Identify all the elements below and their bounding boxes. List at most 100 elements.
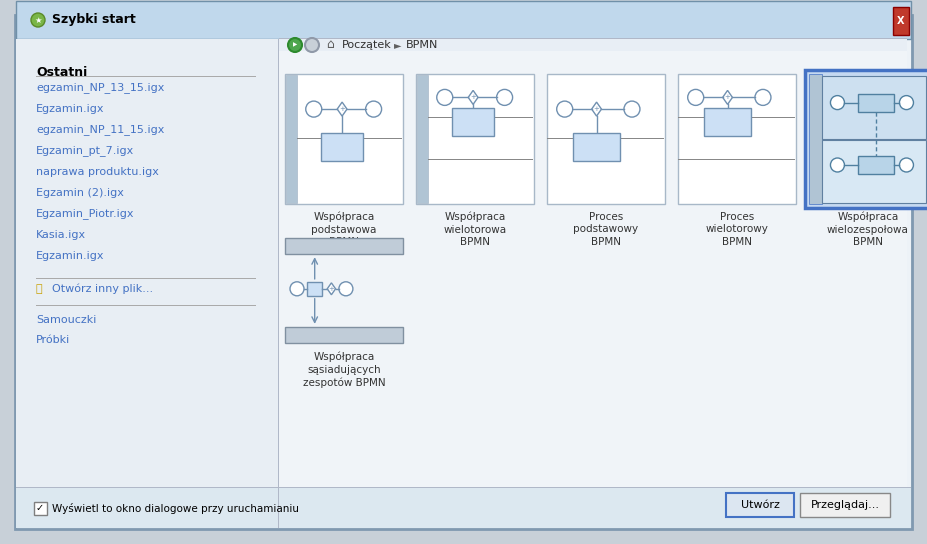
Text: Proces
podstawowy
BPMN: Proces podstawowy BPMN (574, 212, 639, 247)
Text: Egzamin.igx: Egzamin.igx (36, 104, 105, 114)
Text: ▶: ▶ (293, 42, 298, 47)
Bar (307, 282, 323, 296)
Text: Współpraca
sąsiadujących
zespotów BPMN: Współpraca sąsiadujących zespotów BPMN (303, 352, 386, 388)
Bar (416, 74, 534, 204)
Circle shape (899, 96, 913, 109)
Circle shape (755, 89, 771, 106)
Text: Egzamin (2).igx: Egzamin (2).igx (36, 188, 124, 198)
Bar (704, 108, 751, 137)
Circle shape (831, 96, 844, 109)
Bar (279, 38, 907, 39)
Circle shape (339, 282, 353, 296)
Text: +: + (725, 95, 730, 101)
Bar (36, 278, 256, 279)
Polygon shape (337, 102, 347, 116)
Bar (297, 138, 402, 139)
Bar (16, 39, 911, 528)
Bar (36, 305, 256, 306)
Bar (279, 51, 907, 487)
Text: Egzamin_pt_7.igx: Egzamin_pt_7.igx (36, 146, 134, 157)
Text: Ostatni: Ostatni (36, 65, 87, 78)
Text: Próbki: Próbki (36, 335, 70, 345)
Text: Szybki start: Szybki start (52, 14, 135, 27)
Bar (417, 75, 428, 203)
Text: Otwórz inny plik...: Otwórz inny plik... (52, 284, 153, 294)
Bar (893, 7, 909, 35)
Bar (452, 108, 494, 137)
Circle shape (497, 89, 513, 106)
Bar (285, 74, 403, 204)
Circle shape (305, 38, 319, 52)
Bar (286, 75, 297, 203)
Circle shape (437, 89, 452, 106)
Bar (36, 76, 256, 77)
Bar (547, 138, 664, 139)
Bar (278, 39, 279, 528)
Bar (16, 488, 911, 528)
Bar (547, 74, 665, 204)
Text: +: + (470, 95, 476, 101)
Text: X: X (897, 16, 905, 26)
Text: 📂: 📂 (36, 284, 43, 294)
Bar (16, 39, 278, 528)
Bar (678, 159, 795, 160)
Text: Przeglądaj...: Przeglądaj... (810, 500, 880, 510)
Bar (858, 94, 895, 112)
Circle shape (831, 158, 844, 172)
Bar (678, 74, 796, 204)
Bar (805, 70, 927, 208)
Text: Kasia.igx: Kasia.igx (36, 230, 86, 240)
Polygon shape (591, 102, 602, 116)
Bar (678, 116, 795, 118)
Text: +: + (328, 286, 335, 292)
Polygon shape (723, 90, 732, 104)
Text: Współpraca
wielozespołowa
BPMN: Współpraca wielozespołowa BPMN (827, 212, 909, 248)
Text: Samouczki: Samouczki (36, 315, 96, 325)
Circle shape (624, 101, 640, 117)
Circle shape (288, 38, 302, 52)
Bar (34, 502, 47, 515)
Circle shape (688, 89, 704, 106)
Bar (573, 133, 620, 161)
Bar (726, 493, 794, 517)
Bar (428, 159, 533, 160)
Bar (858, 156, 895, 174)
Text: +: + (593, 106, 600, 112)
Text: Proces
wielotorowy
BPMN: Proces wielotorowy BPMN (705, 212, 768, 247)
Bar (16, 487, 911, 488)
Text: Utwórz: Utwórz (741, 500, 780, 510)
Bar (822, 76, 926, 139)
Bar (809, 74, 822, 204)
Circle shape (290, 282, 304, 296)
Bar (822, 140, 926, 203)
Text: +: + (339, 106, 345, 112)
Text: ✓: ✓ (36, 504, 44, 514)
Circle shape (365, 101, 382, 117)
Text: ⌂: ⌂ (326, 39, 334, 52)
Bar (285, 327, 403, 343)
Text: Początek: Początek (342, 40, 392, 50)
Bar (800, 493, 890, 517)
Circle shape (31, 13, 45, 27)
Text: Współpraca
wielotorowa
BPMN: Współpraca wielotorowa BPMN (443, 212, 506, 248)
Polygon shape (327, 283, 336, 295)
Bar (16, 1, 911, 39)
Polygon shape (468, 90, 478, 104)
Text: Egzamin.igx: Egzamin.igx (36, 251, 105, 261)
Bar (321, 133, 363, 161)
Text: BPMN: BPMN (406, 40, 438, 50)
Circle shape (899, 158, 913, 172)
Text: egzamin_NP_11_15.igx: egzamin_NP_11_15.igx (36, 125, 164, 135)
Text: egzamin_NP_13_15.igx: egzamin_NP_13_15.igx (36, 83, 164, 94)
Circle shape (557, 101, 573, 117)
Bar (279, 39, 907, 51)
Text: Wyświetl to okno dialogowe przy uruchamianiu: Wyświetl to okno dialogowe przy uruchami… (52, 503, 299, 514)
Text: ►: ► (394, 40, 401, 50)
Text: ★: ★ (34, 15, 42, 24)
Text: naprawa produktu.igx: naprawa produktu.igx (36, 167, 159, 177)
Bar (16, 1, 911, 39)
Bar (428, 116, 533, 118)
Circle shape (306, 101, 322, 117)
Text: Egzamin_Piotr.igx: Egzamin_Piotr.igx (36, 208, 134, 219)
Bar (285, 238, 403, 254)
